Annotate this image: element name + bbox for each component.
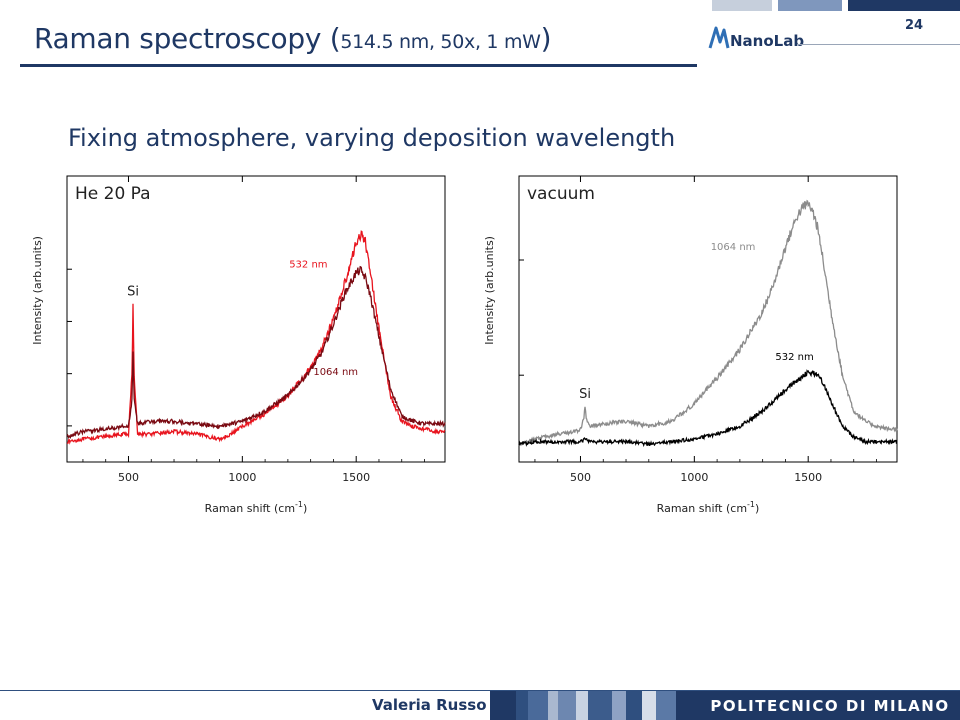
chart-title: He 20 Pa	[75, 184, 151, 204]
author-name: Valeria Russo	[372, 696, 487, 714]
x-tick-label: 500	[570, 471, 591, 484]
peak-label-si: Si	[127, 285, 139, 300]
raman-chart-he-svg: He 20 Pa 500 1000 1500 Raman shift (cm-1) Int…	[31, 175, 446, 515]
series-line	[66, 230, 446, 445]
slide-subtitle: Fixing atmosphere, varying deposition wa…	[68, 124, 676, 152]
footer-block	[528, 691, 548, 720]
institution-name: POLITECNICO DI MILANO	[710, 696, 950, 715]
header-bar-1	[712, 0, 772, 11]
logo-rule	[797, 44, 960, 45]
footer-block	[656, 691, 676, 720]
x-axis-label-text: Raman shift (cm	[205, 502, 295, 515]
series-line	[518, 369, 898, 448]
footer-block	[626, 691, 642, 720]
footer-block	[558, 691, 576, 720]
x-axis-label-close: )	[303, 502, 307, 515]
page-title: Raman spectroscopy (514.5 nm, 50x, 1 mW)	[34, 22, 552, 55]
x-axis-label-sup: -1	[295, 500, 303, 509]
raman-chart-vacuum-svg: vacuum 500 1000 1500 Raman shift (cm-1) Inten…	[483, 175, 898, 515]
footer-block	[548, 691, 558, 720]
x-tick-label: 1500	[342, 471, 370, 484]
footer-block	[676, 691, 700, 720]
series-label: 532 nm	[775, 352, 813, 363]
series-line	[66, 265, 446, 440]
header-bar-2	[778, 0, 842, 11]
x-tick-label: 1000	[680, 471, 708, 484]
series-line	[518, 199, 898, 447]
x-tick-label: 1500	[794, 471, 822, 484]
y-axis-label: Intensity (arb.units)	[31, 236, 44, 345]
chart-title: vacuum	[527, 184, 595, 204]
y-axis-label: Intensity (arb.units)	[483, 236, 496, 345]
footer-block	[642, 691, 656, 720]
raman-chart-vacuum: vacuum 500 1000 1500 Raman shift (cm-1) Inten…	[482, 168, 912, 522]
x-axis-label-sup: -1	[747, 500, 755, 509]
footer-block	[612, 691, 626, 720]
raman-chart-he: He 20 Pa 500 1000 1500 Raman shift (cm-1) Int…	[30, 168, 460, 522]
series-label: 1064 nm	[711, 242, 756, 253]
header-bar-3	[848, 0, 960, 11]
x-tick-label: 1000	[228, 471, 256, 484]
page-number: 24	[905, 18, 924, 33]
footer-block	[516, 691, 528, 720]
series-label: 1064 nm	[313, 367, 358, 378]
logo-text: NanoLab	[730, 32, 804, 50]
nanolab-logo: NanoLab	[708, 22, 804, 54]
footer-color-blocks	[490, 691, 700, 720]
series-label: 532 nm	[289, 260, 327, 271]
plot-frame	[518, 175, 898, 463]
x-tick-label: 500	[118, 471, 139, 484]
footer-block	[576, 691, 588, 720]
x-axis-label: Raman shift (cm-1)	[657, 500, 760, 515]
peak-label-si: Si	[579, 387, 591, 402]
x-axis-label: Raman shift (cm-1)	[205, 500, 308, 515]
title-underline	[20, 64, 697, 67]
footer-rule	[0, 690, 960, 691]
footer-block	[588, 691, 612, 720]
footer-block	[490, 691, 516, 720]
x-axis-label-close: )	[755, 502, 759, 515]
institution-band: POLITECNICO DI MILANO	[700, 691, 960, 720]
x-axis-label-text: Raman shift (cm	[657, 502, 747, 515]
